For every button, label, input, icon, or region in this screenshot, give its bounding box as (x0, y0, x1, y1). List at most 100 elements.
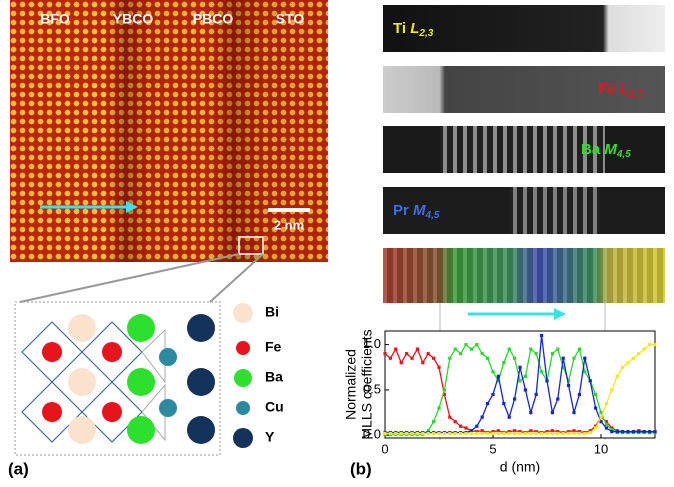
data-point (454, 420, 457, 423)
data-point (621, 430, 624, 433)
data-point (513, 432, 516, 435)
scale-bar (268, 208, 310, 212)
edge: L (410, 20, 419, 37)
data-point (502, 402, 505, 405)
data-point (524, 388, 527, 391)
data-point (508, 348, 511, 351)
data-point (589, 379, 592, 382)
x-tick-label: 0 (381, 441, 388, 456)
data-point (470, 432, 473, 435)
data-point (394, 432, 397, 435)
data-point (572, 432, 575, 435)
data-point (513, 357, 516, 360)
data-point (529, 432, 532, 435)
edge: L (620, 81, 629, 98)
legend-label: Ba (265, 369, 283, 385)
data-point (637, 352, 640, 355)
data-point (632, 430, 635, 433)
data-point (389, 432, 392, 435)
data-point (567, 384, 570, 387)
edge-sub: 4,5 (616, 149, 631, 160)
data-point (405, 432, 408, 435)
data-point (605, 423, 608, 426)
data-point (556, 397, 559, 400)
data-point (518, 432, 521, 435)
data-point (491, 393, 494, 396)
y-axis-label: Normalized (343, 349, 359, 420)
legend-swatch (236, 401, 250, 415)
data-point (583, 370, 586, 373)
pr-map-stripes (510, 187, 600, 234)
data-point (578, 393, 581, 396)
data-point (454, 348, 457, 351)
data-point (610, 430, 613, 433)
data-point (459, 425, 462, 428)
data-point (437, 432, 440, 435)
data-point (589, 431, 592, 434)
data-point (394, 348, 397, 351)
data-point (648, 343, 651, 346)
data-point (551, 432, 554, 435)
data-point (562, 432, 565, 435)
data-point (551, 352, 554, 355)
data-point (583, 432, 586, 435)
data-point (594, 393, 597, 396)
data-point (567, 432, 570, 435)
data-point (632, 357, 635, 360)
data-point (616, 375, 619, 378)
edge-sub: 2,3 (628, 89, 643, 100)
data-point (437, 366, 440, 369)
data-point (491, 370, 494, 373)
data-point (508, 432, 511, 435)
data-point (524, 432, 527, 435)
data-point (481, 416, 484, 419)
data-point (470, 348, 473, 351)
data-point (583, 357, 586, 360)
data-point (578, 432, 581, 435)
data-point (572, 411, 575, 414)
data-point (643, 348, 646, 351)
edge: M (413, 202, 426, 219)
legend-label: Y (265, 429, 275, 445)
arrow-head (554, 308, 566, 320)
data-point (421, 361, 424, 364)
data-point (594, 426, 597, 429)
data-point (524, 375, 527, 378)
data-point (383, 432, 386, 435)
panel-label: (b) (350, 459, 372, 478)
data-point (540, 432, 543, 435)
data-point (475, 425, 478, 428)
data-point (475, 432, 478, 435)
data-point (556, 348, 559, 351)
scale-bar-label: 2 nm (274, 217, 304, 232)
data-point (459, 432, 462, 435)
data-point (486, 432, 489, 435)
legend-label: Fe (265, 339, 282, 355)
data-point (481, 432, 484, 435)
data-point (599, 416, 602, 419)
data-point (653, 343, 656, 346)
legend-label: Bi (265, 304, 279, 320)
data-point (432, 420, 435, 423)
data-point (518, 379, 521, 382)
legend-swatch (234, 369, 252, 387)
data-point (481, 429, 484, 432)
data-point (643, 430, 646, 433)
data-point (475, 343, 478, 346)
data-point (448, 432, 451, 435)
data-point (529, 429, 532, 432)
data-point (410, 357, 413, 360)
data-point (432, 357, 435, 360)
data-point (443, 432, 446, 435)
data-point (497, 375, 500, 378)
data-point (572, 429, 575, 432)
data-point (540, 370, 543, 373)
data-point (562, 357, 565, 360)
data-point (383, 352, 386, 355)
mlls-chart: 0.00.51.00510d (nm)NormalizedMLLS coeffi… (343, 329, 657, 474)
data-point (626, 361, 629, 364)
data-point (508, 416, 511, 419)
data-point (416, 432, 419, 435)
data-point (470, 429, 473, 432)
data-point (437, 406, 440, 409)
